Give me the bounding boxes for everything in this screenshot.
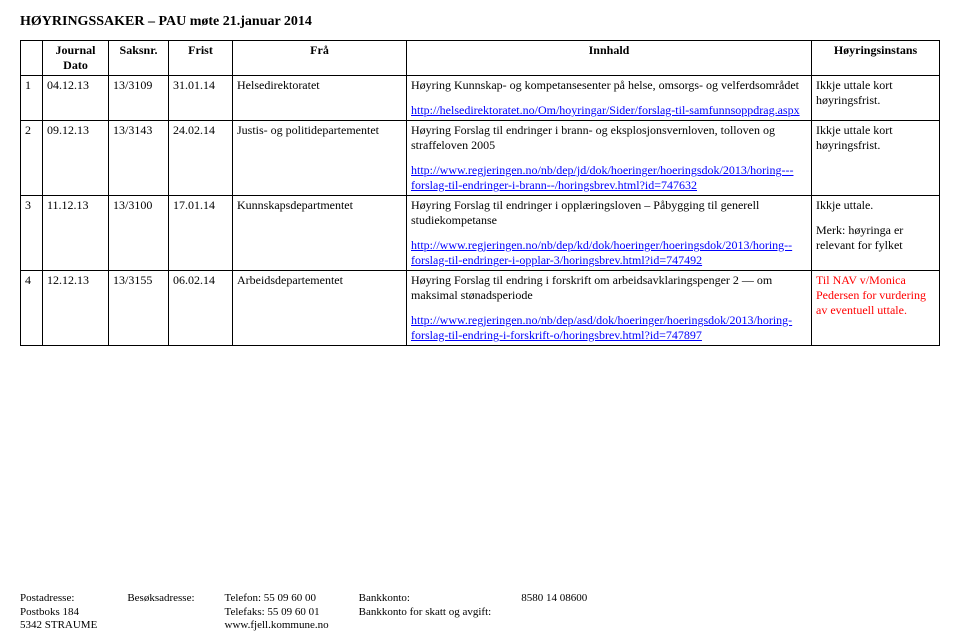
cell-innhald: Høyring Forslag til endringer i opplærin… — [407, 196, 812, 271]
cell-num: 1 — [21, 76, 43, 121]
inst-text: Ikkje uttale. — [816, 198, 935, 213]
cell-inst: Ikkje uttale. Merk: høyringa er relevant … — [812, 196, 940, 271]
th-innhald: Innhald — [407, 41, 812, 76]
innhald-text: Høyring Forslag til endringer i opplærin… — [411, 198, 759, 227]
footer-label: Bankkonto: — [359, 592, 492, 605]
innhald-text: Høyring Forslag til endring i forskrift … — [411, 273, 772, 302]
cell-saks: 13/3143 — [109, 121, 169, 196]
page-footer: Postadresse:Postboks 1845342 STRAUME Besø… — [20, 592, 940, 632]
th-fra: Frå — [233, 41, 407, 76]
footer-line: Postboks 184 — [20, 606, 97, 619]
cell-innhald: Høyring Kunnskap- og kompetansesenter på… — [407, 76, 812, 121]
th-inst: Høyringsinstans — [812, 41, 940, 76]
footer-col: Bankkonto:Bankkonto for skatt og avgift: — [359, 592, 492, 632]
th-num — [21, 41, 43, 76]
cell-frist: 17.01.14 — [169, 196, 233, 271]
cell-innhald: Høyring Forslag til endring i forskrift … — [407, 271, 812, 346]
inst-text: Ikkje uttale kort høyringsfrist. — [816, 123, 935, 153]
th-date: Journal Dato — [43, 41, 109, 76]
footer-col: Telefon: 55 09 60 00Telefaks: 55 09 60 0… — [225, 592, 329, 632]
inst-note: Merk: høyringa er relevant for fylket — [816, 223, 935, 253]
footer-label: Besøksadresse: — [127, 592, 194, 605]
cell-fra: Helsedirektoratet — [233, 76, 407, 121]
cell-num: 2 — [21, 121, 43, 196]
cell-frist: 31.01.14 — [169, 76, 233, 121]
footer-label: Postadresse: — [20, 592, 97, 605]
cell-date: 11.12.13 — [43, 196, 109, 271]
innhald-link[interactable]: http://www.regjeringen.no/nb/dep/jd/dok/… — [411, 163, 793, 192]
footer-line: Telefaks: 55 09 60 01 — [225, 606, 329, 619]
cell-num: 4 — [21, 271, 43, 346]
footer-line: 5342 STRAUME — [20, 619, 97, 632]
cell-saks: 13/3155 — [109, 271, 169, 346]
inst-text: Ikkje uttale kort høyringsfrist. — [816, 78, 935, 108]
cell-saks: 13/3109 — [109, 76, 169, 121]
cell-inst: Til NAV v/Monica Pedersen for vurdering … — [812, 271, 940, 346]
cell-date: 12.12.13 — [43, 271, 109, 346]
hoyring-table: Journal Dato Saksnr. Frist Frå Innhald H… — [20, 40, 940, 346]
cell-fra: Kunnskapsdepartmentet — [233, 196, 407, 271]
innhald-link[interactable]: http://www.regjeringen.no/nb/dep/kd/dok/… — [411, 238, 792, 267]
th-saks: Saksnr. — [109, 41, 169, 76]
page-title: HØYRINGSSAKER – PAU møte 21.januar 2014 — [20, 14, 940, 30]
footer-label: Telefon: 55 09 60 00 — [225, 592, 329, 605]
table-row: 104.12.1313/310931.01.14Helsedirektorate… — [21, 76, 940, 121]
cell-inst: Ikkje uttale kort høyringsfrist. — [812, 121, 940, 196]
cell-num: 3 — [21, 196, 43, 271]
table-row: 209.12.1313/314324.02.14Justis- og polit… — [21, 121, 940, 196]
th-frist: Frist — [169, 41, 233, 76]
inst-red: Til NAV v/Monica Pedersen for vurdering … — [816, 273, 935, 318]
footer-col: Besøksadresse: — [127, 592, 194, 632]
innhald-text: Høyring Forslag til endringer i brann- o… — [411, 123, 775, 152]
table-row: 412.12.1313/315506.02.14Arbeidsdeparteme… — [21, 271, 940, 346]
cell-fra: Arbeidsdepartementet — [233, 271, 407, 346]
footer-col: 8580 14 08600 — [521, 592, 587, 632]
footer-label: 8580 14 08600 — [521, 592, 587, 605]
table-row: 311.12.1313/310017.01.14Kunnskapsdepartm… — [21, 196, 940, 271]
cell-saks: 13/3100 — [109, 196, 169, 271]
cell-date: 04.12.13 — [43, 76, 109, 121]
innhald-link[interactable]: http://helsedirektoratet.no/Om/hoyringar… — [411, 103, 800, 117]
cell-fra: Justis- og politidepartementet — [233, 121, 407, 196]
cell-innhald: Høyring Forslag til endringer i brann- o… — [407, 121, 812, 196]
cell-inst: Ikkje uttale kort høyringsfrist. — [812, 76, 940, 121]
cell-date: 09.12.13 — [43, 121, 109, 196]
cell-frist: 24.02.14 — [169, 121, 233, 196]
innhald-link[interactable]: http://www.regjeringen.no/nb/dep/asd/dok… — [411, 313, 792, 342]
innhald-text: Høyring Kunnskap- og kompetansesenter på… — [411, 78, 799, 92]
cell-frist: 06.02.14 — [169, 271, 233, 346]
footer-line: www.fjell.kommune.no — [225, 619, 329, 632]
table-header-row: Journal Dato Saksnr. Frist Frå Innhald H… — [21, 41, 940, 76]
footer-line: Bankkonto for skatt og avgift: — [359, 606, 492, 619]
footer-col: Postadresse:Postboks 1845342 STRAUME — [20, 592, 97, 632]
